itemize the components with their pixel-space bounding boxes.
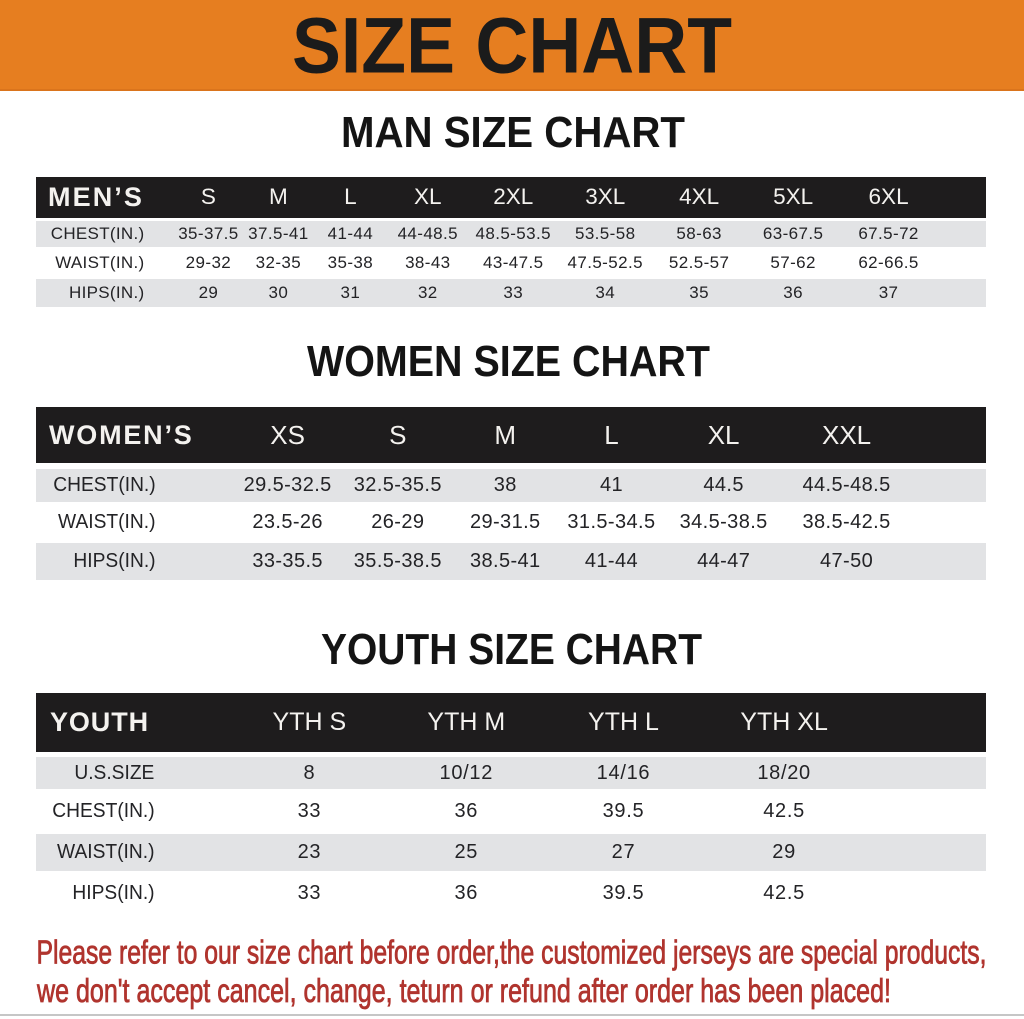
svg-text:YOUTH SIZE CHART: YOUTH SIZE CHART [321,626,702,674]
svg-text:MAN SIZE CHART: MAN SIZE CHART [341,108,685,157]
svg-text:SIZE CHART: SIZE CHART [292,1,732,90]
svg-text:we don't accept cancel, change: we don't accept cancel, change, teturn o… [36,972,891,1009]
svg-text:Please refer to our size chart: Please refer to our size chart before or… [37,934,987,971]
svg-text:WOMEN SIZE CHART: WOMEN SIZE CHART [307,337,710,386]
